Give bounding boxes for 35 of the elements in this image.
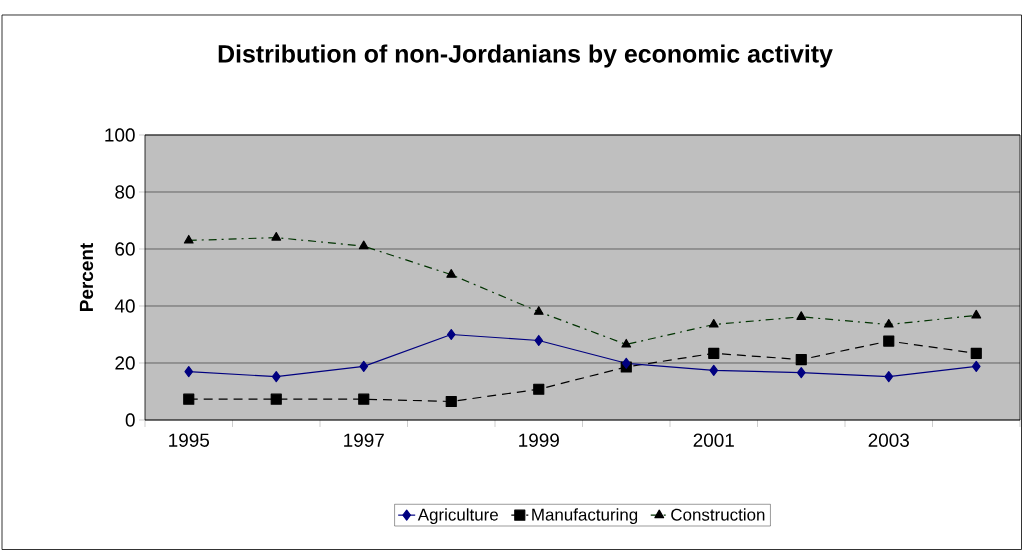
point [709,364,719,376]
point [621,357,631,369]
point [970,347,982,359]
point [183,393,195,405]
point [534,334,544,347]
chart-title: Distribution of non-Jordanians by economic activity [218,44,833,68]
legend-label: Agriculture [417,508,498,525]
x-tick-label: 1997 [344,433,384,447]
point [445,395,457,408]
point [795,354,807,366]
point [184,365,194,378]
point [358,393,370,405]
y-axis-title: Percent [79,243,94,311]
x-tick-label: 2001 [693,433,734,447]
y-tick-label: 100 [105,128,135,142]
y-tick-label: 60 [115,242,135,256]
legend-label: Manufacturing [532,508,638,525]
x-tick-label: 2003 [868,433,909,447]
point [359,360,369,372]
y-tick-label: 80 [115,185,135,199]
point [271,371,281,383]
point [884,371,894,383]
x-tick-label: 1999 [519,433,559,447]
y-tick-label: 40 [114,299,135,313]
x-tick-label: 1995 [169,433,209,447]
point [883,335,895,347]
point [270,393,282,405]
y-tick-label: 0 [125,413,135,427]
point [446,328,456,341]
y-tick-label: 20 [115,356,135,370]
point [796,367,806,379]
point [708,347,720,359]
legend-label: Construction [671,508,765,521]
point [533,383,545,395]
point [971,360,981,372]
